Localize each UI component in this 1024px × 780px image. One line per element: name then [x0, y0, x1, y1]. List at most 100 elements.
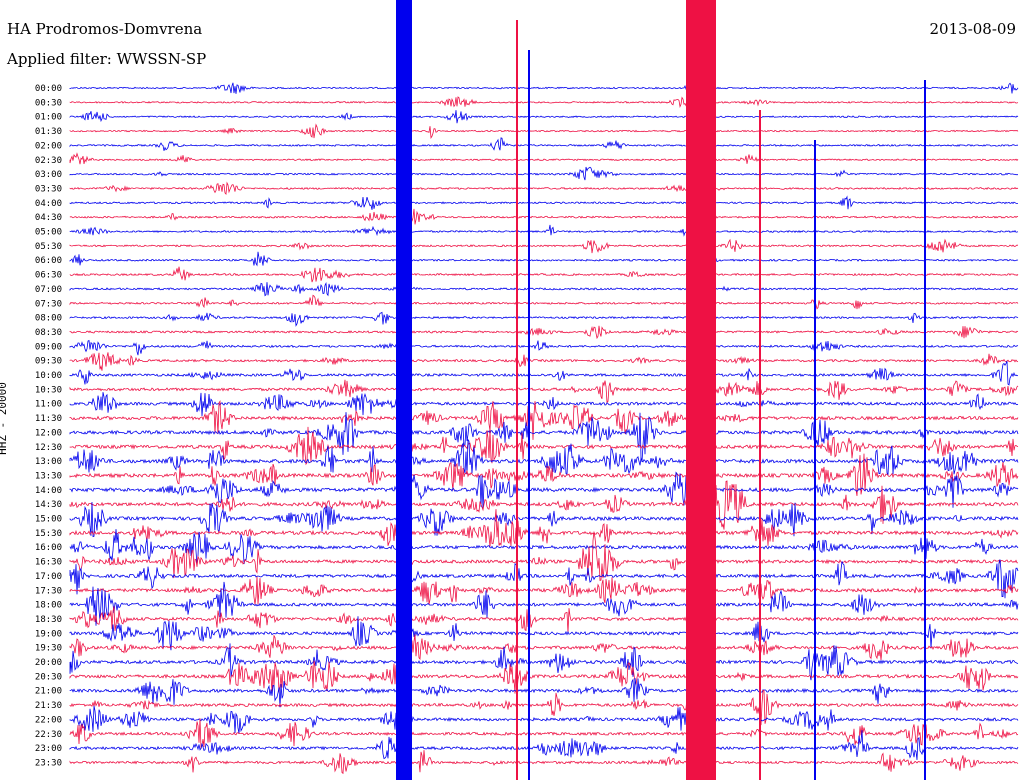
row-label-1400: 14:00 [35, 486, 62, 496]
trace-row-2300 [69, 730, 1019, 760]
row-label-1600: 16:00 [35, 543, 62, 553]
station-title: HA Prodromos-Domvrena [7, 20, 203, 38]
trace-row-1100 [69, 392, 1019, 417]
trace-row-0800 [69, 311, 1019, 327]
trace-row-1500 [69, 501, 1019, 538]
row-label-1100: 11:00 [35, 400, 62, 410]
trace-row-0600 [69, 251, 1019, 267]
row-label-0230: 02:30 [35, 156, 62, 166]
trace-row-0400 [69, 195, 1019, 210]
trace-row-0130 [69, 123, 1019, 140]
trace-row-1130 [69, 400, 1019, 440]
row-label-2100: 21:00 [35, 687, 62, 697]
tick-label-group: 00:00 00:30 01:00 01:30 02:00 02:30 03:00 03:30… [35, 84, 62, 768]
row-label-0900: 09:00 [35, 342, 62, 352]
row-label-0800: 08:00 [35, 314, 62, 324]
trace-row-0630 [69, 266, 1019, 283]
row-label-0700: 07:00 [35, 285, 62, 295]
trace-row-2130 [69, 689, 1019, 726]
row-label-1200: 12:00 [35, 428, 62, 438]
trace-row-1930 [69, 634, 1019, 661]
row-label-0200: 02:00 [35, 141, 62, 151]
trace-row-1000 [69, 361, 1019, 386]
row-label-1900: 19:00 [35, 629, 62, 639]
trace-row-1730 [69, 576, 1019, 605]
trace-group [69, 0, 1019, 780]
trace-row-1700 [69, 559, 1019, 599]
row-label-0300: 03:00 [35, 170, 62, 180]
row-label-0100: 01:00 [35, 113, 62, 123]
trace-row-0100 [69, 110, 1019, 124]
row-label-0000: 00:00 [35, 84, 62, 94]
trace-row-2330 [69, 750, 1019, 775]
trace-row-1030 [69, 379, 1019, 404]
row-label-0400: 04:00 [35, 199, 62, 209]
trace-row-0730 [69, 294, 1019, 310]
trace-row-1630 [69, 531, 1019, 582]
row-label-1930: 19:30 [35, 644, 62, 654]
trace-row-1200 [69, 412, 1019, 462]
trace-row-2000 [69, 643, 1019, 681]
row-label-0500: 05:00 [35, 228, 62, 238]
trace-row-0200 [69, 137, 1019, 151]
row-label-1230: 12:30 [35, 443, 62, 453]
row-label-1700: 17:00 [35, 572, 62, 582]
trace-row-2030 [69, 660, 1019, 694]
trace-row-1800 [69, 581, 1019, 626]
row-label-0730: 07:30 [35, 299, 62, 309]
trace-row-1430 [69, 480, 1019, 530]
row-label-0930: 09:30 [35, 357, 62, 367]
trace-row-1530 [69, 509, 1019, 547]
row-label-1630: 16:30 [35, 558, 62, 568]
row-label-0330: 03:30 [35, 184, 62, 194]
trace-row-0030 [69, 96, 1019, 109]
trace-row-0230 [69, 152, 1019, 165]
date-label: 2013-08-09 [929, 20, 1016, 38]
trace-row-0000 [69, 82, 1019, 94]
trace-row-2230 [69, 718, 1019, 749]
trace-row-0830 [69, 325, 1019, 340]
trace-row-1830 [69, 606, 1019, 634]
row-label-2200: 22:00 [35, 715, 62, 725]
row-label-1500: 15:00 [35, 515, 62, 525]
row-label-1330: 13:30 [35, 471, 62, 481]
row-label-1800: 18:00 [35, 601, 62, 611]
trace-row-0900 [69, 339, 1019, 356]
trace-row-0330 [69, 181, 1019, 196]
row-label-2130: 21:30 [35, 701, 62, 711]
row-label-2300: 23:00 [35, 744, 62, 754]
trace-row-0300 [69, 166, 1019, 181]
row-label-1130: 11:30 [35, 414, 62, 424]
row-label-2230: 22:30 [35, 730, 62, 740]
trace-row-0930 [69, 352, 1019, 371]
trace-row-0700 [69, 282, 1018, 297]
row-label-0830: 08:30 [35, 328, 62, 338]
row-label-0430: 04:30 [35, 213, 62, 223]
trace-row-1400 [69, 470, 1019, 511]
row-label-0630: 06:30 [35, 271, 62, 281]
row-label-0600: 06:00 [35, 256, 62, 266]
filter-label: Applied filter: WWSSN-SP [7, 50, 207, 68]
row-label-0030: 00:30 [35, 98, 62, 108]
trace-row-1600 [69, 529, 1019, 565]
trace-row-2200 [69, 705, 1019, 734]
row-label-1430: 14:30 [35, 500, 62, 510]
trace-row-1330 [69, 453, 1019, 496]
row-label-0130: 01:30 [35, 127, 62, 137]
trace-row-0530 [69, 238, 1019, 254]
row-label-1730: 17:30 [35, 586, 62, 596]
trace-row-1900 [69, 616, 1019, 651]
trace-row-2100 [69, 677, 1019, 708]
row-label-2330: 23:30 [35, 758, 62, 768]
row-label-2030: 20:30 [35, 672, 62, 682]
row-label-1000: 10:00 [35, 371, 62, 381]
row-label-1300: 13:00 [35, 457, 62, 467]
trace-row-0500 [69, 224, 1019, 237]
trace-row-1230 [69, 426, 1019, 466]
row-label-1530: 15:30 [35, 529, 62, 539]
trace-row-0430 [69, 208, 1019, 225]
row-label-1830: 18:30 [35, 615, 62, 625]
event-band-red [686, 0, 716, 780]
row-label-0530: 05:30 [35, 242, 62, 252]
